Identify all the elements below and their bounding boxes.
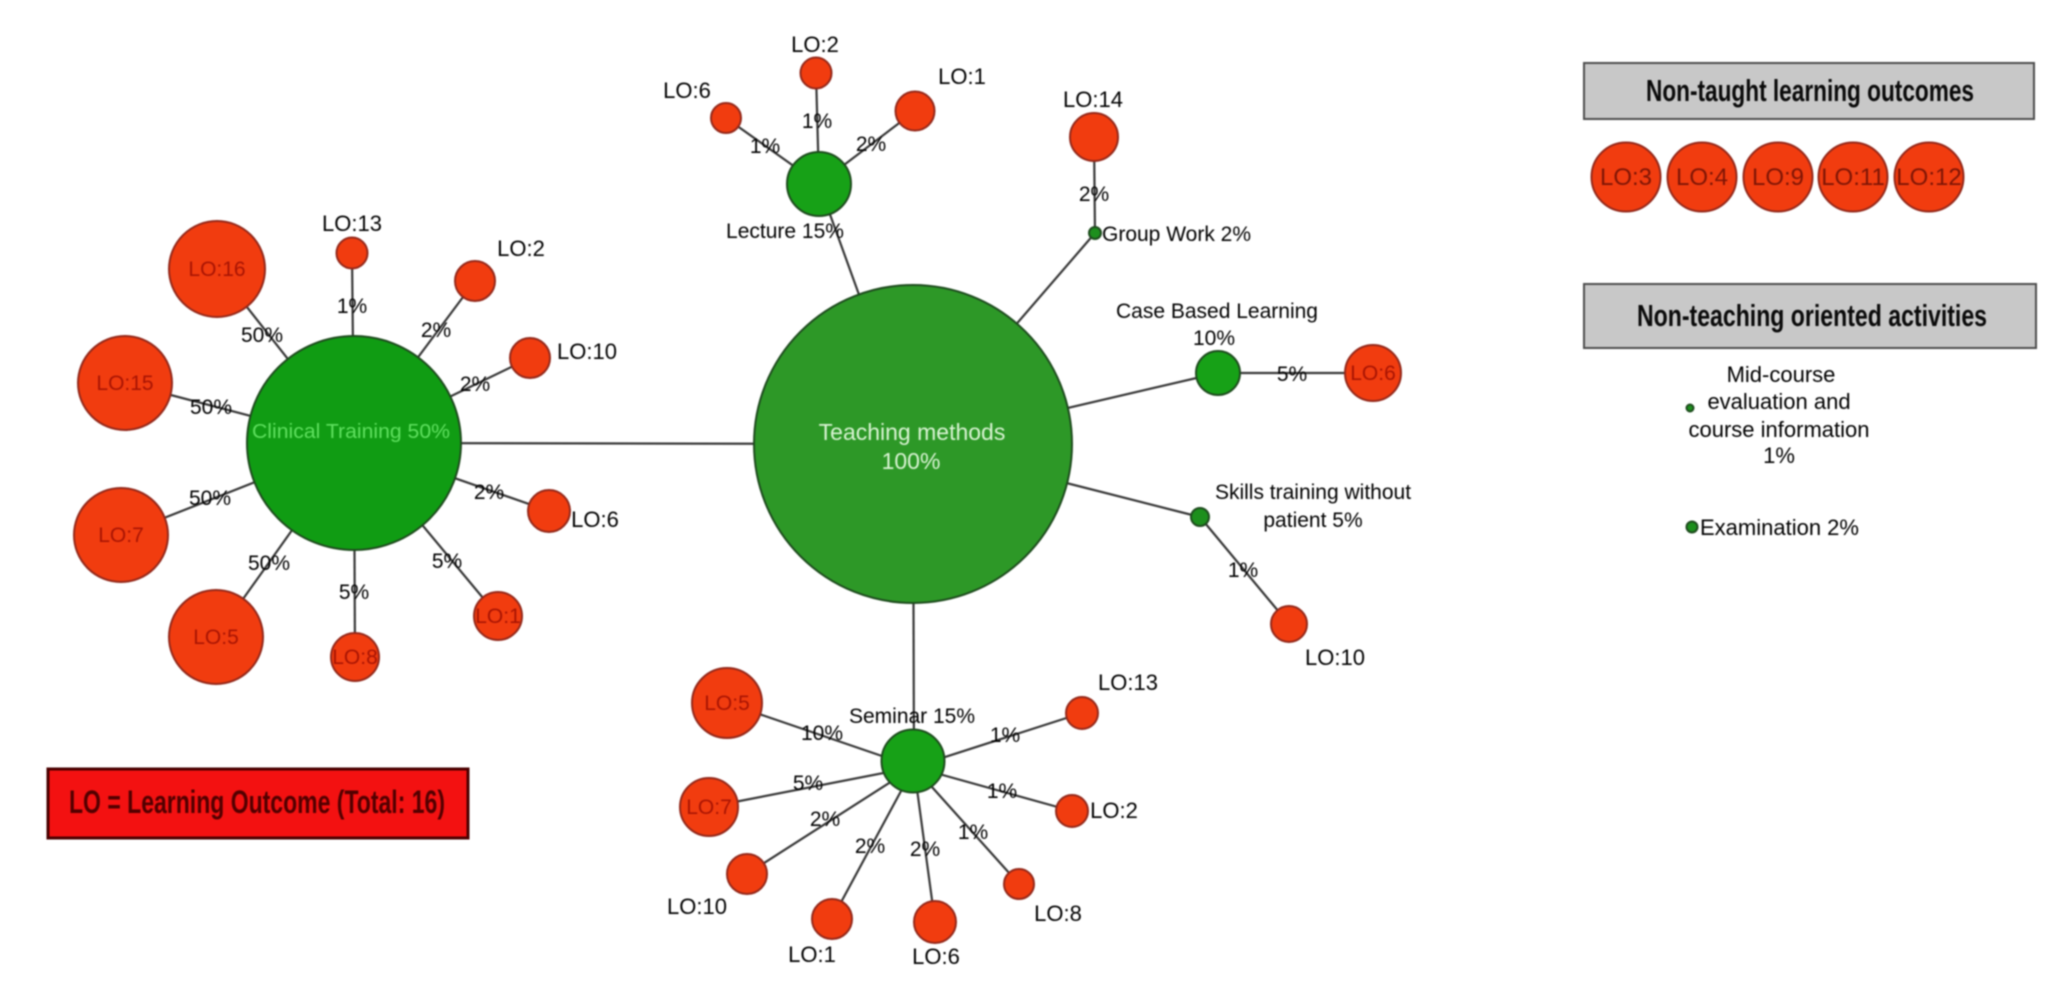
svg-text:LO:6: LO:6 bbox=[663, 78, 711, 103]
svg-text:LO:8: LO:8 bbox=[332, 646, 378, 669]
svg-text:LO:5: LO:5 bbox=[193, 626, 239, 649]
svg-text:LO = Learning Outcome (Total:: LO = Learning Outcome (Total: 16) bbox=[69, 784, 445, 820]
svg-text:5%: 5% bbox=[339, 581, 369, 604]
svg-text:Case Based Learning: Case Based Learning bbox=[1116, 300, 1318, 323]
svg-text:10%: 10% bbox=[801, 722, 843, 745]
svg-text:evaluation and: evaluation and bbox=[1707, 389, 1850, 414]
svg-text:LO:10: LO:10 bbox=[667, 894, 727, 919]
svg-text:Group Work 2%: Group Work 2% bbox=[1102, 223, 1251, 246]
svg-text:LO:9: LO:9 bbox=[1752, 164, 1804, 191]
svg-text:5%: 5% bbox=[1277, 363, 1307, 386]
svg-text:LO:1: LO:1 bbox=[788, 942, 836, 967]
svg-text:2%: 2% bbox=[460, 373, 490, 396]
svg-text:1%: 1% bbox=[987, 780, 1017, 803]
svg-text:LO:1: LO:1 bbox=[475, 605, 521, 628]
svg-text:LO:3: LO:3 bbox=[1600, 164, 1652, 191]
svg-text:LO:13: LO:13 bbox=[1098, 670, 1158, 695]
svg-text:50%: 50% bbox=[248, 552, 290, 575]
svg-text:1%: 1% bbox=[990, 724, 1020, 747]
svg-text:1%: 1% bbox=[958, 821, 988, 844]
svg-text:LO:10: LO:10 bbox=[557, 339, 617, 364]
svg-text:5%: 5% bbox=[793, 772, 823, 795]
svg-text:1%: 1% bbox=[337, 295, 367, 318]
svg-text:course information: course information bbox=[1689, 417, 1870, 442]
svg-text:Skills training without: Skills training without bbox=[1215, 481, 1411, 504]
svg-text:50%: 50% bbox=[189, 487, 231, 510]
svg-text:LO:5: LO:5 bbox=[704, 692, 750, 715]
svg-text:LO:7: LO:7 bbox=[98, 524, 144, 547]
svg-text:1%: 1% bbox=[802, 110, 832, 133]
svg-text:LO:12: LO:12 bbox=[1896, 164, 1961, 191]
svg-text:1%: 1% bbox=[750, 135, 780, 158]
svg-text:1%: 1% bbox=[1228, 559, 1258, 582]
svg-text:Lecture 15%: Lecture 15% bbox=[726, 220, 844, 243]
svg-text:LO:2: LO:2 bbox=[791, 32, 839, 57]
svg-text:2%: 2% bbox=[810, 808, 840, 831]
svg-text:2%: 2% bbox=[910, 838, 940, 861]
svg-text:Seminar 15%: Seminar 15% bbox=[849, 705, 975, 728]
svg-text:2%: 2% bbox=[474, 481, 504, 504]
svg-text:50%: 50% bbox=[241, 324, 283, 347]
svg-text:5%: 5% bbox=[432, 550, 462, 573]
svg-text:1%: 1% bbox=[1763, 443, 1795, 468]
svg-text:LO:2: LO:2 bbox=[1090, 798, 1138, 823]
svg-text:LO:4: LO:4 bbox=[1676, 164, 1728, 191]
svg-text:LO:2: LO:2 bbox=[497, 236, 545, 261]
svg-text:Examination 2%: Examination 2% bbox=[1700, 515, 1859, 540]
svg-text:LO:11: LO:11 bbox=[1821, 164, 1885, 191]
svg-text:LO:8: LO:8 bbox=[1034, 901, 1082, 926]
svg-text:LO:14: LO:14 bbox=[1063, 87, 1123, 112]
svg-text:50%: 50% bbox=[190, 396, 232, 419]
svg-text:Non-teaching oriented activiti: Non-teaching oriented activities bbox=[1637, 298, 1987, 333]
svg-text:LO:15: LO:15 bbox=[96, 372, 153, 395]
svg-text:LO:10: LO:10 bbox=[1305, 645, 1365, 670]
svg-text:2%: 2% bbox=[855, 835, 885, 858]
svg-text:10%: 10% bbox=[1193, 327, 1235, 350]
svg-text:Teaching methods: Teaching methods bbox=[819, 419, 1006, 445]
svg-text:2%: 2% bbox=[421, 319, 451, 342]
svg-text:Clinical Training 50%: Clinical Training 50% bbox=[252, 421, 450, 443]
svg-text:patient 5%: patient 5% bbox=[1263, 509, 1362, 532]
svg-text:Non-taught learning outcomes: Non-taught learning outcomes bbox=[1646, 73, 1974, 108]
svg-text:LO:6: LO:6 bbox=[1350, 362, 1396, 385]
svg-text:LO:7: LO:7 bbox=[686, 796, 732, 819]
svg-text:Mid-course: Mid-course bbox=[1727, 362, 1836, 387]
svg-text:100%: 100% bbox=[882, 448, 941, 474]
svg-text:LO:16: LO:16 bbox=[188, 258, 245, 281]
svg-text:LO:6: LO:6 bbox=[571, 507, 619, 532]
svg-text:LO:13: LO:13 bbox=[322, 211, 382, 236]
svg-text:LO:6: LO:6 bbox=[912, 944, 960, 969]
svg-text:LO:1: LO:1 bbox=[938, 64, 986, 89]
svg-text:2%: 2% bbox=[856, 133, 886, 156]
svg-text:2%: 2% bbox=[1079, 183, 1109, 206]
